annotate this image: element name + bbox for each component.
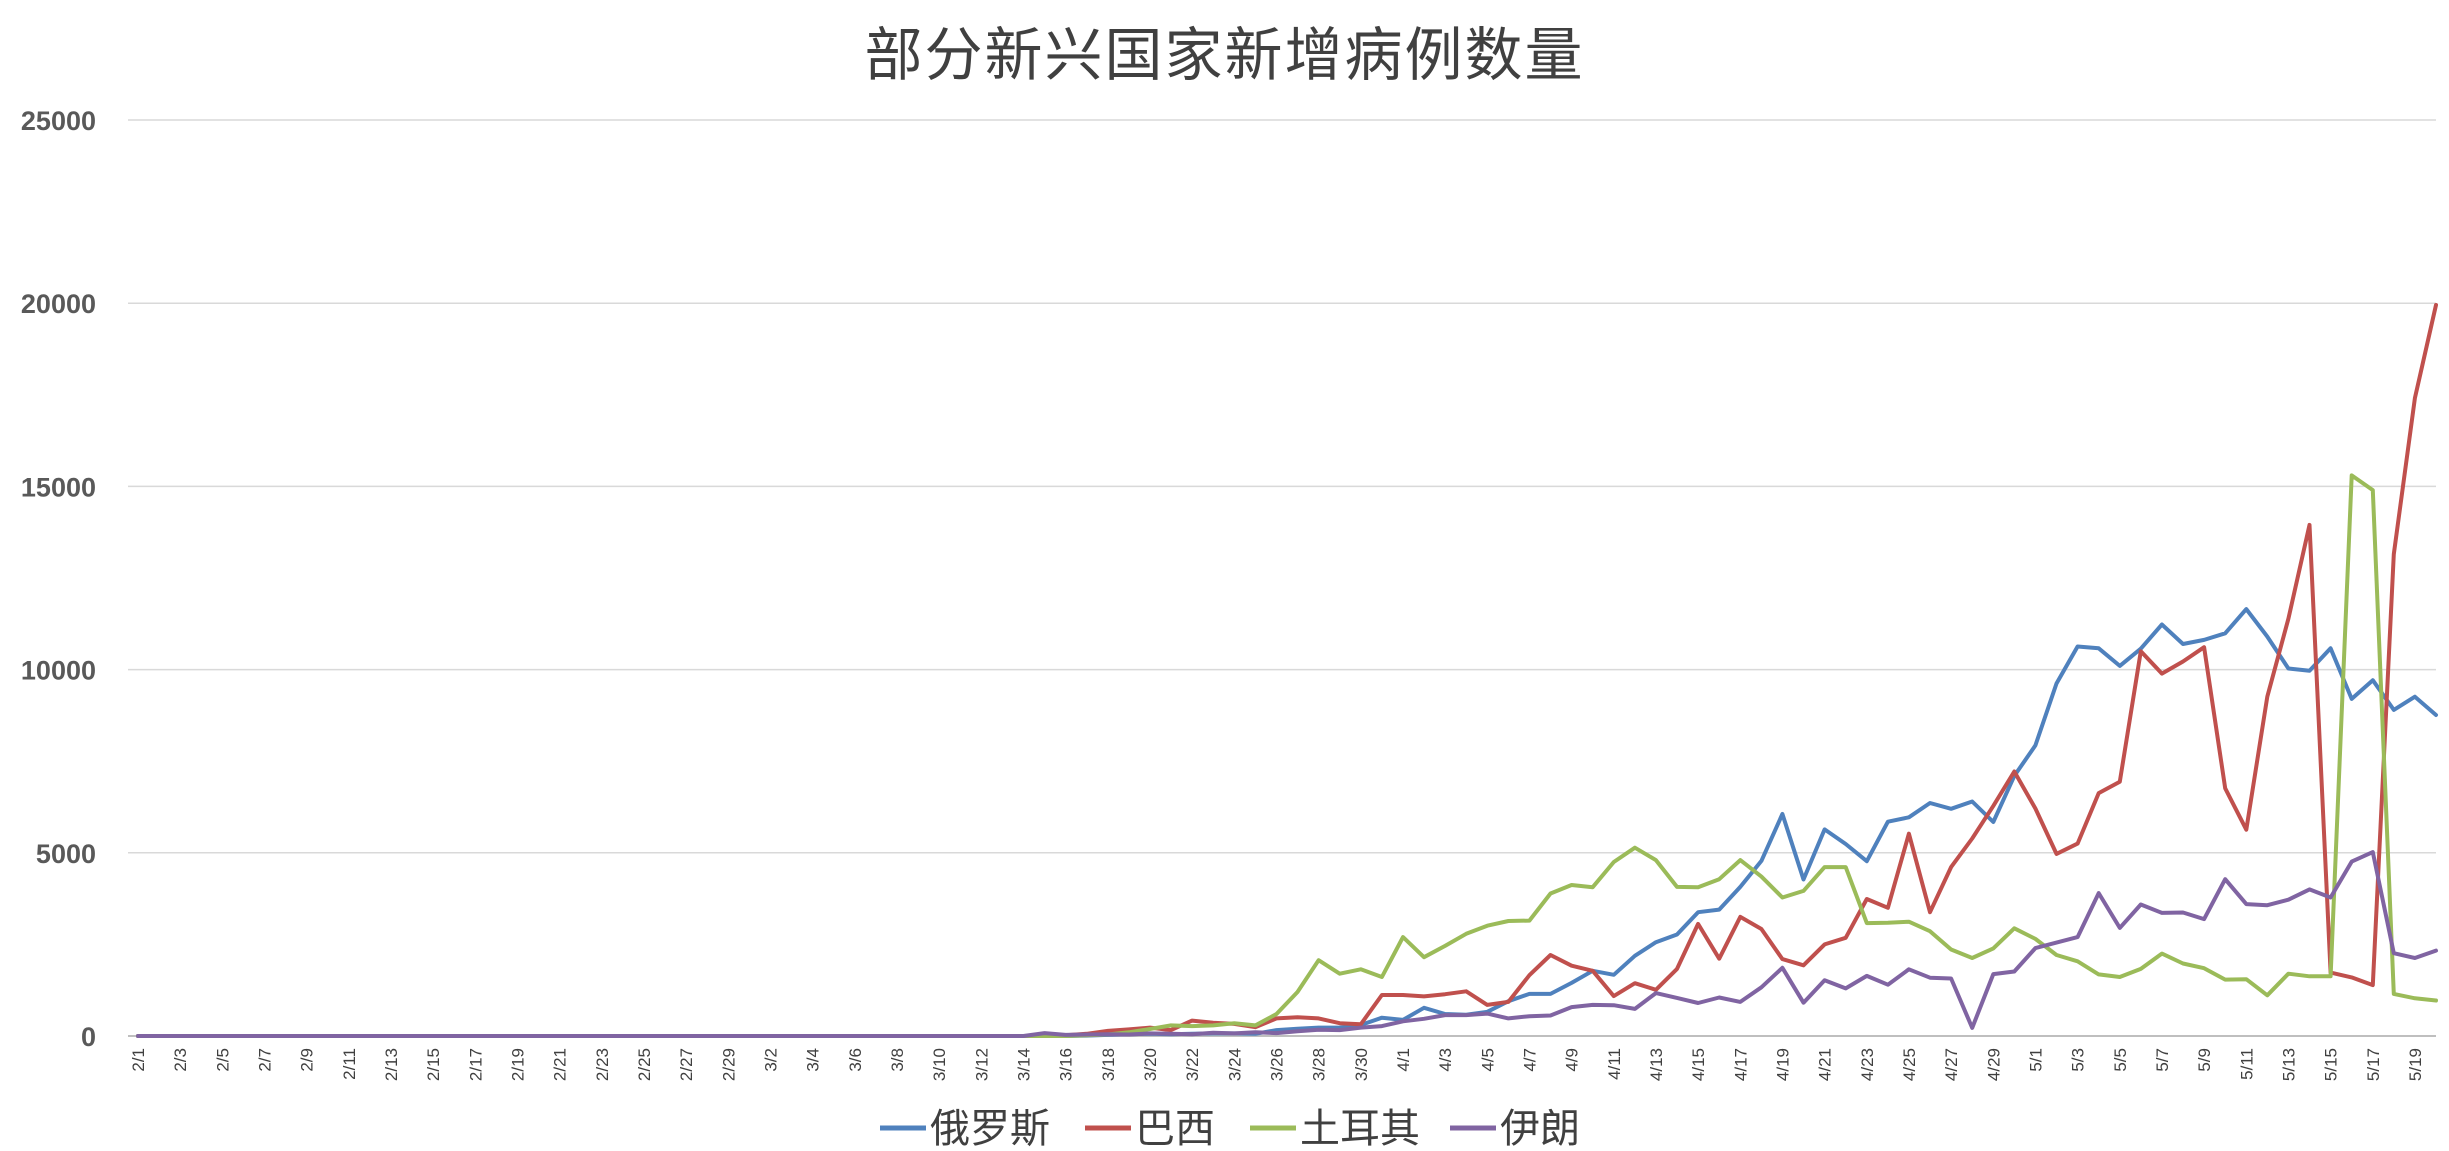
x-tick-label: 4/13 bbox=[1647, 1048, 1666, 1081]
x-tick-label: 3/28 bbox=[1310, 1048, 1329, 1081]
x-tick-label: 4/17 bbox=[1731, 1048, 1750, 1081]
chart-title: 部分新兴国家新增病例数量 bbox=[864, 21, 1585, 89]
y-tick-label: 5000 bbox=[36, 839, 96, 869]
x-tick-label: 4/25 bbox=[1900, 1048, 1919, 1081]
x-tick-label: 3/30 bbox=[1352, 1048, 1371, 1081]
series-line bbox=[136, 850, 2438, 1038]
x-tick-label: 3/24 bbox=[1225, 1048, 1244, 1081]
y-tick-label: 15000 bbox=[21, 472, 96, 502]
x-tick-label: 2/21 bbox=[551, 1048, 570, 1081]
series-line bbox=[136, 473, 2438, 1038]
x-tick-label: 3/6 bbox=[846, 1048, 865, 1072]
x-tick-label: 2/5 bbox=[213, 1048, 232, 1072]
x-tick-label: 3/20 bbox=[1141, 1048, 1160, 1081]
x-tick-label: 2/1 bbox=[129, 1048, 148, 1072]
x-tick-label: 3/22 bbox=[1183, 1048, 1202, 1081]
x-tick-label: 4/19 bbox=[1773, 1048, 1792, 1081]
x-tick-label: 4/27 bbox=[1942, 1048, 1961, 1081]
x-tick-label: 3/14 bbox=[1014, 1048, 1033, 1081]
x-tick-label: 4/9 bbox=[1563, 1048, 1582, 1072]
x-tick-label: 4/11 bbox=[1605, 1048, 1624, 1080]
x-tick-label: 2/3 bbox=[171, 1048, 190, 1072]
x-tick-label: 2/11 bbox=[340, 1048, 359, 1080]
y-tick-label: 10000 bbox=[21, 656, 96, 686]
x-tick-label: 4/5 bbox=[1478, 1048, 1497, 1072]
legend-item: 土耳其 bbox=[1250, 1106, 1420, 1151]
x-tick-label: 2/29 bbox=[719, 1048, 738, 1081]
x-tick-label: 4/23 bbox=[1858, 1048, 1877, 1081]
x-tick-label: 3/2 bbox=[761, 1048, 780, 1072]
series-line bbox=[136, 303, 2438, 1038]
legend: 俄罗斯 巴西 土耳其 伊朗 bbox=[880, 1106, 1580, 1151]
x-tick-label: 2/7 bbox=[255, 1048, 274, 1072]
x-tick-label: 3/16 bbox=[1057, 1048, 1076, 1081]
x-tick-label: 4/3 bbox=[1436, 1048, 1455, 1072]
x-tick-label: 5/1 bbox=[2026, 1048, 2045, 1072]
x-tick-label: 5/3 bbox=[2069, 1048, 2088, 1072]
x-tick-label: 3/12 bbox=[972, 1048, 991, 1081]
y-axis-tick-labels: 0 5000 10000 15000 20000 25000 bbox=[21, 106, 96, 1052]
y-tick-label: 0 bbox=[81, 1022, 96, 1052]
x-tick-label: 2/15 bbox=[424, 1048, 443, 1081]
x-tick-label: 4/1 bbox=[1394, 1048, 1413, 1072]
x-tick-label: 3/4 bbox=[804, 1048, 823, 1072]
y-tick-label: 25000 bbox=[21, 106, 96, 136]
legend-label: 俄罗斯 bbox=[930, 1106, 1050, 1151]
legend-item: 伊朗 bbox=[1450, 1106, 1580, 1151]
x-tick-label: 4/7 bbox=[1520, 1048, 1539, 1072]
x-tick-label: 2/23 bbox=[593, 1048, 612, 1081]
x-tick-label: 2/25 bbox=[635, 1048, 654, 1081]
legend-label: 巴西 bbox=[1135, 1106, 1215, 1151]
x-tick-label: 5/5 bbox=[2111, 1048, 2130, 1072]
x-tick-label: 5/9 bbox=[2195, 1048, 2214, 1072]
x-tick-label: 4/15 bbox=[1689, 1048, 1708, 1081]
x-tick-label: 5/17 bbox=[2364, 1048, 2383, 1081]
y-tick-label: 20000 bbox=[21, 289, 96, 319]
x-tick-label: 2/9 bbox=[298, 1048, 317, 1072]
x-tick-label: 3/18 bbox=[1099, 1048, 1118, 1081]
legend-label: 土耳其 bbox=[1300, 1106, 1420, 1151]
legend-item: 巴西 bbox=[1085, 1106, 1215, 1151]
x-tick-label: 3/8 bbox=[888, 1048, 907, 1072]
x-tick-label: 2/17 bbox=[466, 1048, 485, 1081]
legend-label: 伊朗 bbox=[1500, 1106, 1580, 1151]
x-tick-label: 2/13 bbox=[382, 1048, 401, 1081]
x-tick-label: 2/19 bbox=[508, 1048, 527, 1081]
x-tick-label: 3/10 bbox=[930, 1048, 949, 1081]
x-tick-label: 4/29 bbox=[1984, 1048, 2003, 1081]
x-tick-label: 5/15 bbox=[2322, 1048, 2341, 1081]
x-tick-label: 5/13 bbox=[2279, 1048, 2298, 1081]
legend-item: 俄罗斯 bbox=[880, 1106, 1050, 1151]
gridlines bbox=[128, 119, 2436, 1037]
x-tick-label: 5/7 bbox=[2153, 1048, 2172, 1072]
x-axis-tick-labels: 2/1 2/3 2/5 2/7 2/9 2/11 2/13 2/15 2/17 2/19 2/21 2… bbox=[129, 1048, 2425, 1081]
x-tick-label: 5/19 bbox=[2406, 1048, 2425, 1081]
series-lines bbox=[136, 303, 2438, 1038]
x-tick-label: 3/26 bbox=[1267, 1048, 1286, 1081]
x-tick-label: 4/21 bbox=[1816, 1048, 1835, 1081]
x-tick-label: 2/27 bbox=[677, 1048, 696, 1081]
x-tick-label: 5/11 bbox=[2237, 1048, 2256, 1080]
